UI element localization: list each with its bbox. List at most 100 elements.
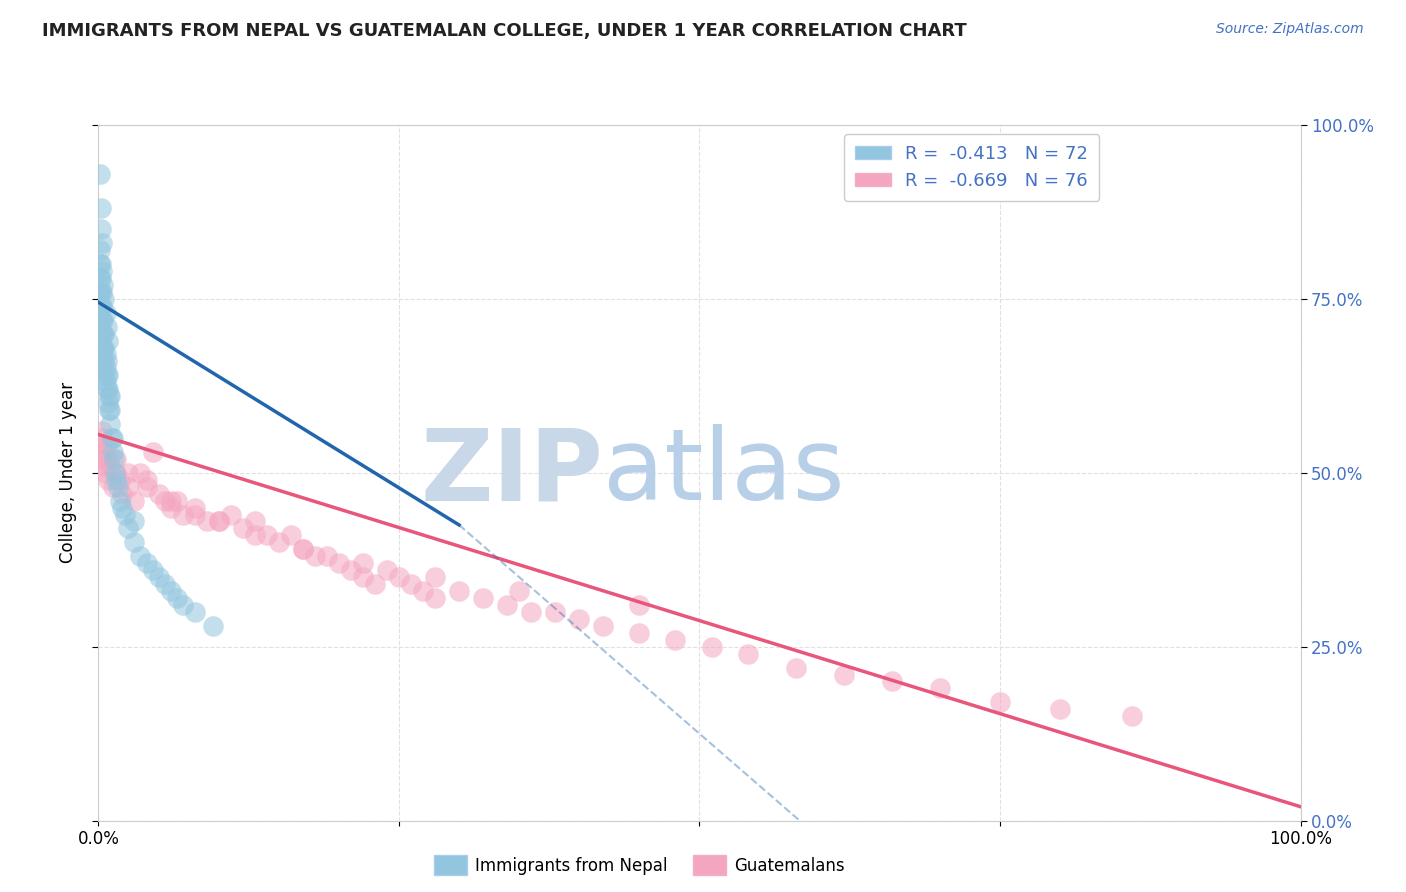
Point [129,466,152,480]
Point [93,326,115,341]
Point [91,458,114,473]
Point [135,480,157,494]
Point [375,563,398,577]
Point [243,528,266,542]
Point [166,591,188,605]
Point [91,285,114,299]
Point [100,417,122,431]
Point [737,647,759,661]
Point [91,277,114,292]
Point [423,570,446,584]
Point [928,681,950,696]
Point [315,549,337,564]
Point [90,202,112,216]
Point [100,431,122,445]
Point [159,500,181,515]
Point [105,473,128,487]
Point [291,542,314,557]
Text: Source: ZipAtlas.com: Source: ZipAtlas.com [1216,22,1364,37]
Point [153,493,176,508]
Point [412,584,434,599]
Point [208,515,231,529]
Point [97,473,120,487]
Point [628,598,651,612]
Point [101,431,124,445]
Point [1049,702,1071,716]
Point [129,549,152,564]
Point [91,326,114,341]
Point [153,577,176,591]
Point [89,312,111,326]
Point [785,660,807,674]
Point [94,361,117,376]
Point [93,341,115,355]
Point [105,466,128,480]
Point [90,222,112,236]
Point [104,466,127,480]
Point [90,451,112,466]
Point [93,445,115,459]
Point [96,438,118,452]
Point [568,612,591,626]
Point [90,257,112,271]
Point [97,382,120,396]
Point [91,312,114,326]
Point [399,577,422,591]
Point [96,451,118,466]
Point [117,480,139,494]
Point [195,515,218,529]
Point [90,299,112,313]
Point [544,605,567,619]
Point [89,167,111,181]
Point [166,493,188,508]
Point [105,451,128,466]
Point [267,535,290,549]
Point [520,605,543,619]
Point [183,508,205,522]
Point [96,368,118,383]
Point [90,285,112,299]
Y-axis label: College, Under 1 year: College, Under 1 year [59,382,77,564]
Point [135,556,157,570]
Point [1121,709,1143,723]
Point [91,264,114,278]
Point [96,319,118,334]
Point [91,312,114,326]
Point [700,640,723,654]
Point [93,368,115,383]
Point [111,500,134,515]
Point [91,424,114,438]
Point [108,493,131,508]
Point [91,326,114,341]
Point [97,396,120,410]
Text: atlas: atlas [603,425,845,521]
Point [117,521,139,535]
Point [159,584,181,599]
Point [91,299,114,313]
Point [96,354,118,368]
Point [97,334,120,348]
Point [664,632,686,647]
Point [183,500,205,515]
Point [304,549,326,564]
Point [90,312,112,326]
Point [388,570,411,584]
Point [291,542,314,557]
Point [98,389,121,403]
Point [94,347,117,361]
Point [352,570,374,584]
Point [172,598,194,612]
Point [101,480,124,494]
Point [100,389,122,403]
Point [280,528,302,542]
Point [988,695,1011,709]
Point [340,563,363,577]
Point [423,591,446,605]
Point [472,591,495,605]
Point [832,667,855,681]
Point [243,515,266,529]
Point [201,619,224,633]
Point [592,619,614,633]
Point [124,535,146,549]
Point [91,354,114,368]
